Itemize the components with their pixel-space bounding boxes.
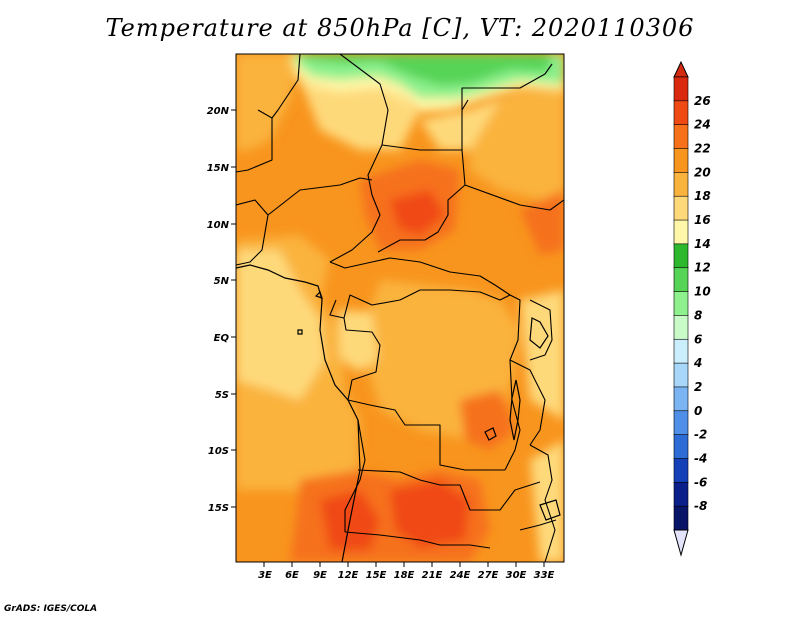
colorbar-segment <box>673 338 689 364</box>
colorbar-label: -4 <box>694 451 707 465</box>
colorbar-segment <box>673 219 689 245</box>
country-borders <box>236 54 564 562</box>
lon-label: 15E <box>366 570 387 581</box>
colorbar-segment <box>673 148 689 173</box>
colorbar-segment <box>673 76 689 102</box>
lon-label: 30E <box>506 570 527 581</box>
colorbar-label: -2 <box>694 428 707 442</box>
lon-label: 33E <box>534 570 555 581</box>
lat-label: 20N <box>207 106 230 117</box>
colorbar-label: 12 <box>694 261 711 275</box>
colorbar-label: 24 <box>694 118 711 132</box>
grads-credit: GrADS: IGES/COLA <box>4 604 98 614</box>
lon-label: 6E <box>285 570 299 581</box>
colorbar-segment <box>673 124 689 150</box>
map-frame <box>235 53 565 563</box>
colorbar <box>673 60 689 557</box>
coastline <box>236 264 361 562</box>
temperature-field <box>236 54 564 562</box>
lon-label: 18E <box>394 570 415 581</box>
colorbar-segment <box>673 482 689 507</box>
colorbar-label: 18 <box>694 189 711 203</box>
lon-label: 3E <box>258 570 272 581</box>
lat-label: 10S <box>208 446 229 457</box>
colorbar-label: 20 <box>694 165 711 179</box>
colorbar-segment <box>673 434 689 460</box>
colorbar-label: -6 <box>694 475 707 489</box>
colorbar-label: 14 <box>694 237 711 251</box>
colorbar-label: 26 <box>694 94 711 108</box>
colorbar-cap-top <box>673 60 689 78</box>
latitude-axis <box>231 109 236 508</box>
lakes <box>297 317 561 521</box>
lat-label: EQ <box>214 333 230 344</box>
lat-label: 10N <box>207 220 230 231</box>
lon-label: 24E <box>450 570 471 581</box>
longitude-axis <box>263 562 545 567</box>
colorbar-label: 4 <box>693 356 702 370</box>
lat-label: 15S <box>208 503 229 514</box>
colorbar-label: -8 <box>694 499 707 513</box>
colorbar-label: 0 <box>694 404 702 418</box>
lon-label: 9E <box>313 570 327 581</box>
lon-label: 21E <box>422 570 443 581</box>
colorbar-segment <box>673 267 689 293</box>
colorbar-label: 6 <box>694 332 702 346</box>
colorbar-segment <box>673 505 689 531</box>
lon-label: 27E <box>478 570 499 581</box>
colorbar-label: 2 <box>694 380 702 394</box>
colorbar-label: 8 <box>694 308 702 322</box>
colorbar-segment <box>673 243 689 269</box>
colorbar-label: 10 <box>694 285 711 299</box>
map-title: Temperature at 850hPa [C], VT: 202011030… <box>105 14 695 42</box>
colorbar-cap-bottom <box>673 529 689 557</box>
colorbar-segment <box>673 315 689 340</box>
colorbar-segment <box>673 362 689 388</box>
colorbar-label: 16 <box>694 213 711 227</box>
colorbar-segment <box>673 195 689 221</box>
colorbar-segment <box>673 100 689 126</box>
lat-label: 5N <box>214 276 230 287</box>
lat-label: 5S <box>215 390 229 401</box>
colorbar-label: 22 <box>694 142 711 156</box>
colorbar-segment <box>673 172 689 197</box>
colorbar-segment <box>673 386 689 412</box>
colorbar-segment <box>673 410 689 436</box>
lon-label: 12E <box>338 570 359 581</box>
lat-label: 15N <box>207 163 230 174</box>
colorbar-segment <box>673 458 689 483</box>
colorbar-segment <box>673 291 689 317</box>
